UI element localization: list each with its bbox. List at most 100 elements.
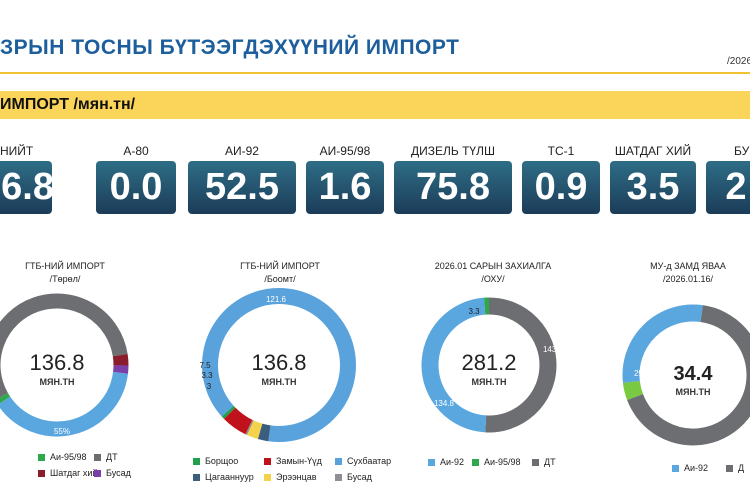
kpi-value-ts1: 0.9 (522, 161, 600, 214)
kpi-label-other: БУ (734, 144, 750, 158)
legend-swatch (94, 470, 101, 478)
legend-swatch (264, 458, 271, 466)
legend-label: ДТ (544, 457, 556, 467)
chart2-title-text: ГТБ-НИЙ ИМПОРТ (240, 261, 320, 271)
legend-item: Бусад (335, 472, 372, 482)
legend-swatch (38, 470, 45, 478)
donut-center-value: 136.8 (251, 350, 306, 375)
legend-swatch (264, 474, 271, 482)
legend-label: Борщоо (205, 456, 239, 466)
legend-item: Аи-95/98 (38, 452, 87, 462)
chart3-title-text: 2026.01 САРЫН ЗАХИАЛГА (434, 261, 552, 271)
donut-slice-label: 143.1 (543, 345, 564, 354)
donut-slice-1-4 (112, 353, 129, 366)
chart1-title: ГТБ-НИЙ ИМПОРТ /Төрөл/ (0, 260, 140, 286)
legend-label: Шатдаг хий (50, 468, 98, 478)
legend-label: Аи-95/98 (484, 457, 521, 467)
chart3-title: 2026.01 САРЫН ЗАХИАЛГА /ОХУ/ (418, 260, 568, 286)
chart4-title: МУ-д ЗАМД ЯВАА /2026.01.16/ (618, 260, 750, 286)
legend-item: ДТ (94, 452, 118, 462)
donut-slice-3-2 (421, 297, 487, 433)
chart1-subtitle: /Төрөл/ (49, 274, 81, 284)
chart1-title-text: ГТБ-НИЙ ИМПОРТ (25, 261, 105, 271)
donut-center-value: 34.4 (674, 363, 714, 385)
legend-swatch (335, 458, 342, 466)
legend-label: Цагааннуур (205, 472, 254, 482)
donut-slice-label: 3.3 (201, 371, 213, 380)
kpi-label-total: НИЙТ (0, 144, 34, 158)
chart4-title-text: МУ-д ЗАМД ЯВАА (650, 261, 726, 271)
kpi-value-ai92: 52.5 (188, 161, 296, 214)
report-date: /2026 (727, 56, 750, 67)
legend-item: Д (726, 463, 744, 473)
legend-label: Аи-92 (440, 457, 465, 467)
donut-slice-4-2 (622, 380, 644, 401)
chart2-subtitle: /Боомт/ (264, 274, 296, 284)
donut-slice-1-2 (0, 392, 11, 404)
donut-slice-3-1 (485, 297, 557, 433)
legend-item: Аи-92 (428, 457, 464, 467)
donut-slice-4-1 (627, 305, 750, 446)
donut-slice-label: 134.8 (434, 399, 455, 408)
legend-swatch (193, 458, 200, 466)
chart4-subtitle: /2026.01.16/ (662, 274, 714, 284)
title-underline (0, 72, 750, 74)
legend-label: Бусад (106, 468, 131, 478)
legend-item: Замын-Үүд (264, 456, 322, 466)
legend-item: Шатдаг хий (38, 468, 97, 478)
legend-label: Аи-92 (684, 463, 709, 473)
legend-item: Аи-95/98 (472, 457, 521, 467)
legend-label: Аи-95/98 (50, 452, 87, 462)
donut-center-unit: МЯН.ТН (676, 387, 711, 397)
kpi-label-ts1: ТС-1 (547, 144, 575, 158)
donut-slice-label: 29% (634, 369, 650, 378)
kpi-label-a80: А-80 (123, 144, 149, 158)
legend-label: Сухбаатар (347, 456, 392, 466)
legend-item: Бусад (94, 468, 131, 478)
donut-slice-1-1 (0, 371, 128, 437)
donut-slice-2-4 (245, 419, 254, 436)
donut-slice-2-1 (202, 288, 356, 442)
kpi-value-total: 36.8 (0, 161, 54, 214)
donut-slice-4-3 (622, 304, 703, 383)
legend-item: Борщоо (193, 456, 238, 466)
donut-slice-1-3 (0, 293, 128, 398)
kpi-label-ai95: АИ-95/98 (319, 144, 371, 158)
donut-center-unit: МЯН.ТН (40, 377, 75, 387)
legend-swatch (532, 459, 539, 467)
legend-swatch (335, 474, 342, 482)
donut-slice-label: 55% (54, 427, 70, 436)
donut-slice-2-5 (223, 407, 253, 435)
kpi-label-diesel: ДИЗЕЛЬ ТҮЛШ (411, 144, 495, 158)
kpi-value-a80: 0.0 (96, 161, 176, 214)
section-bar-label: ИМПОРТ /мян.тн/ (0, 96, 136, 113)
legend-item: ДТ (532, 457, 556, 467)
kpi-label-ai92: АИ-92 (225, 144, 259, 158)
chart3-subtitle: /ОХУ/ (481, 274, 505, 284)
donut-center-value: 136.8 (29, 350, 84, 375)
legend-item: Цагааннуур (193, 472, 254, 482)
donut-slice-label: 121.6 (266, 295, 287, 304)
donut-slice-2-2 (257, 423, 271, 442)
kpi-value-lpg: 3.5 (610, 161, 696, 214)
legend-swatch (428, 459, 435, 467)
legend-swatch (94, 454, 101, 462)
legend-label: Бусад (347, 472, 372, 482)
legend-label: ДТ (106, 452, 118, 462)
chart2-title: ГТБ-НИЙ ИМПОРТ /Боомт/ (205, 260, 355, 286)
legend-item: Эрээнцав (264, 472, 317, 482)
legend-label: Эрээнцав (276, 472, 317, 482)
kpi-value-other: 2 (706, 161, 750, 214)
donut-slice-2-6 (221, 405, 236, 419)
kpi-value-ai95: 1.6 (306, 161, 384, 214)
legend-label: Замын-Үүд (276, 456, 322, 466)
legend-item: Сухбаатар (335, 456, 391, 466)
donut-center-unit: МЯН.ТН (262, 377, 297, 387)
legend-swatch (38, 454, 45, 462)
page-title: ЗРЫН ТОСНЫ БҮТЭЭГДЭХҮҮНИЙ ИМПОРТ (0, 36, 460, 59)
legend-swatch (472, 459, 479, 467)
section-bar: ИМПОРТ /мян.тн/ (0, 91, 750, 119)
legend-label: Д (738, 463, 745, 473)
donut-center-unit: МЯН.ТН (472, 377, 507, 387)
